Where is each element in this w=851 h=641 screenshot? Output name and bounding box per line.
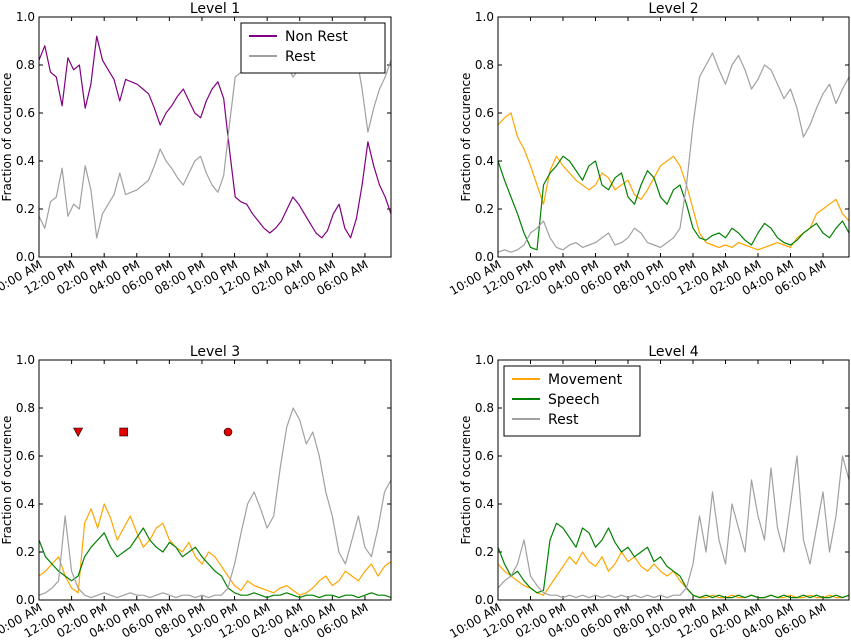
y-axis-label: Fraction of occurence bbox=[0, 416, 14, 545]
y-axis-label: Fraction of occurence bbox=[0, 73, 14, 202]
panel-1: Level 1 Fraction of occurence 0.0 0.2 0.4 0.6… bbox=[0, 1, 392, 298]
y-tick-label: 1.0 bbox=[16, 10, 35, 24]
y-tick-label: 0.8 bbox=[16, 58, 35, 72]
series-group bbox=[498, 455, 849, 599]
y-tick-label: 0.0 bbox=[475, 593, 494, 607]
y-tick-label: 0.0 bbox=[16, 250, 35, 264]
y-tick-label: 0.2 bbox=[16, 545, 35, 559]
y-tick-label: 0.8 bbox=[16, 401, 35, 415]
series-line-movement bbox=[498, 551, 849, 599]
panel-4: Level 4 Fraction of occurence 0.0 0.2 0.4 0.6… bbox=[447, 344, 850, 641]
y-tick-label: 0.6 bbox=[475, 449, 494, 463]
legend-label: Rest bbox=[548, 412, 579, 428]
legend-box bbox=[240, 22, 386, 74]
y-tick-label: 1.0 bbox=[475, 10, 494, 24]
marker-triangle bbox=[73, 427, 84, 438]
y-tick-label: 0.2 bbox=[475, 545, 494, 559]
series-line-rest bbox=[498, 455, 849, 599]
plot-frame bbox=[38, 359, 392, 601]
series-group bbox=[498, 52, 849, 253]
y-tick-label: 0.6 bbox=[475, 106, 494, 120]
y-tick-label: 1.0 bbox=[16, 353, 35, 367]
y-tick-label: 0.6 bbox=[16, 449, 35, 463]
y-tick-label: 0.2 bbox=[16, 202, 35, 216]
legend-box bbox=[503, 365, 641, 437]
plot-frame bbox=[497, 359, 850, 601]
legend: Movement Speech Rest bbox=[503, 365, 641, 437]
plot-frame bbox=[38, 16, 392, 258]
panel-3: Level 3 Fraction of occurence 0.0 0.2 0.4 0.6… bbox=[0, 344, 392, 641]
legend-label: Movement bbox=[548, 372, 623, 388]
y-tick-label: 0.4 bbox=[16, 497, 35, 511]
y-tick-label: 0.4 bbox=[475, 497, 494, 511]
y-tick-label: 0.2 bbox=[475, 202, 494, 216]
chart-title: Level 1 bbox=[190, 1, 240, 17]
series-line-rest bbox=[498, 52, 849, 253]
series-line-rest bbox=[39, 407, 391, 599]
y-tick-label: 0.8 bbox=[475, 401, 494, 415]
y-tick-label: 0.0 bbox=[475, 250, 494, 264]
series-line-speech bbox=[498, 155, 849, 251]
y-tick-label: 0.4 bbox=[475, 154, 494, 168]
series-line-speech bbox=[39, 527, 391, 599]
chart-title: Level 3 bbox=[190, 344, 240, 360]
chart-title: Level 4 bbox=[648, 344, 698, 360]
y-tick-label: 0.6 bbox=[16, 106, 35, 120]
series-line-movement bbox=[39, 503, 391, 596]
chart-title: Level 2 bbox=[648, 1, 698, 17]
series-line-non-rest bbox=[39, 35, 391, 239]
y-tick-label: 0.0 bbox=[16, 593, 35, 607]
legend-label: Speech bbox=[548, 392, 600, 408]
legend: Non Rest Rest bbox=[240, 22, 386, 74]
y-axis-label: Fraction of occurence bbox=[459, 416, 473, 545]
y-tick-label: 0.8 bbox=[475, 58, 494, 72]
marker-circle bbox=[223, 427, 233, 437]
series-group bbox=[39, 407, 391, 599]
y-axis-label: Fraction of occurence bbox=[459, 73, 473, 202]
series-line-movement bbox=[498, 112, 849, 251]
panel-2: Level 2 Fraction of occurence 0.0 0.2 0.4 0.6… bbox=[447, 1, 850, 298]
series-line-speech bbox=[498, 522, 849, 599]
legend-label: Non Rest bbox=[285, 29, 348, 45]
y-tick-label: 0.4 bbox=[16, 154, 35, 168]
legend-label: Rest bbox=[285, 49, 316, 65]
y-tick-label: 1.0 bbox=[475, 353, 494, 367]
marker-square bbox=[119, 427, 129, 437]
plot-frame bbox=[497, 16, 850, 258]
